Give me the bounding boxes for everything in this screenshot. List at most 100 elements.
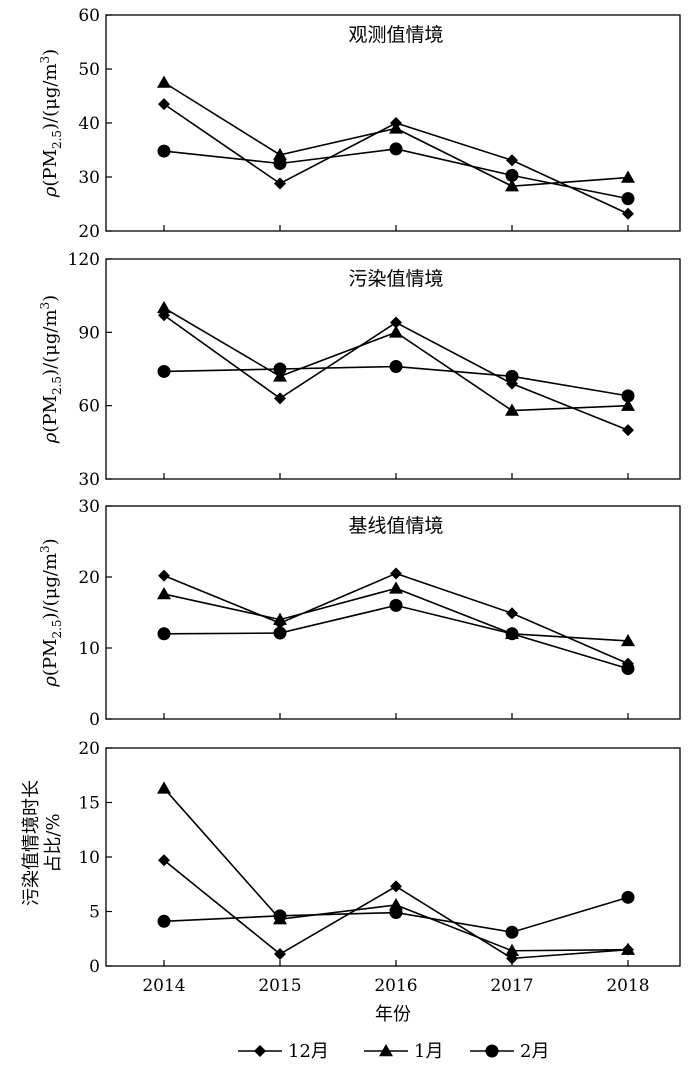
data-point [621,398,635,411]
data-point [505,627,519,641]
y-tick-label: 20 [78,739,100,759]
legend-item: 12月 [238,1041,329,1062]
data-point [274,948,286,961]
y-axis-label-part: 3 [38,545,52,553]
panel-3: 0 10 20 30 基线值情境 ρ(PM2.5)/(μg/m3) [38,497,681,730]
series-2月 [157,890,635,939]
data-point [390,316,402,329]
series-2月 [157,142,635,206]
data-point [622,207,634,220]
y-axis-label-part: ρ [40,432,61,444]
y-tick-label: 30 [78,470,100,490]
legend-label: 12月 [288,1041,329,1062]
x-axis-label: 年份 [375,1004,411,1025]
data-point [389,121,403,134]
y-tick-label: 120 [68,250,100,270]
series-line [163,787,629,952]
data-point [389,906,403,920]
y-tick-label: 0 [89,710,100,730]
y-axis-label-part: ρ [40,676,61,688]
data-point [273,362,287,376]
y-axis-label-part: ) [40,49,61,56]
series-2月 [157,360,635,403]
data-point [505,403,519,416]
y-tick-label: 40 [78,114,100,134]
data-point [505,943,519,956]
data-point [389,598,403,612]
data-point [505,168,519,182]
data-point [158,98,170,111]
y-tick-label: 60 [78,6,100,26]
y-tick-label: 10 [78,848,100,868]
data-point [621,662,635,676]
data-point [157,914,171,928]
y-tick-label: 10 [78,639,100,659]
data-point [157,144,171,158]
data-point [157,300,171,314]
data-point [274,177,286,190]
series-1月 [157,581,635,647]
data-point [621,633,635,647]
data-point [621,170,635,183]
data-point [273,626,287,640]
y-axis-label-part: )/(μg/m [40,553,61,619]
data-point [506,154,518,167]
data-point [157,587,171,600]
plot-frame [105,258,681,480]
y-tick-label: 20 [78,568,100,588]
data-point [505,369,519,383]
data-point [157,364,171,378]
x-tick-label: 2017 [490,976,533,996]
series-12月 [158,98,634,220]
data-point [273,157,287,170]
data-point [157,781,171,794]
data-point [506,607,518,620]
y-tick-label: 50 [78,60,100,80]
x-tick-label: 2014 [142,976,185,996]
data-point [389,325,403,338]
plot-frame [105,747,681,967]
series-1月 [157,781,635,956]
data-point [157,627,171,641]
y-axis-label-part: 3 [38,56,52,64]
y-axis-label-part: 3 [38,302,52,310]
data-point [389,581,403,594]
plot-frame [105,505,681,720]
y-tick-label: 5 [89,903,100,923]
panel-title: 观测值情境 [348,24,443,46]
data-point [273,147,287,161]
y-axis-label-part: ) [40,295,61,302]
y-tick-label: 30 [78,497,100,517]
legend: 12月 1月 2月 [238,1041,549,1062]
panel-2: 30 60 90 120 污染值情境 ρ(PM2.5)/(μg/m3) [38,250,681,490]
y-tick-label: 15 [78,794,100,814]
y-tick-label: 0 [89,957,100,977]
data-point [273,909,287,923]
panel-1: 20 30 40 50 60 观测值情境 ρ(PM2.5)/(μg/m3) [38,6,681,242]
series-line [163,148,629,200]
legend-marker [379,1044,393,1057]
y-axis-label: 污染值情境时长 [21,780,42,906]
legend-marker [254,1045,266,1057]
panel-title: 污染值情境 [348,268,443,290]
legend-item: 2月 [470,1041,549,1062]
y-axis-label: ρ(PM2.5)/(μg/m3) [38,538,64,687]
y-tick-label: 60 [78,397,100,417]
y-axis-label-part: ρ [40,186,61,198]
x-tick-label: 2016 [374,976,417,996]
data-point [157,75,171,88]
data-point [274,392,286,405]
data-point [505,179,519,192]
data-point [621,192,635,206]
panel-title: 基线值情境 [348,515,443,537]
data-point [621,890,635,904]
data-point [389,142,403,156]
data-point [622,424,634,437]
y-axis-label-part: 2.5 [50,619,64,638]
x-tick-label: 2015 [258,976,301,996]
series-line [163,81,629,187]
y-axis-label: 占比/% [43,813,64,872]
y-axis-label-part: )/(μg/m [40,309,61,375]
